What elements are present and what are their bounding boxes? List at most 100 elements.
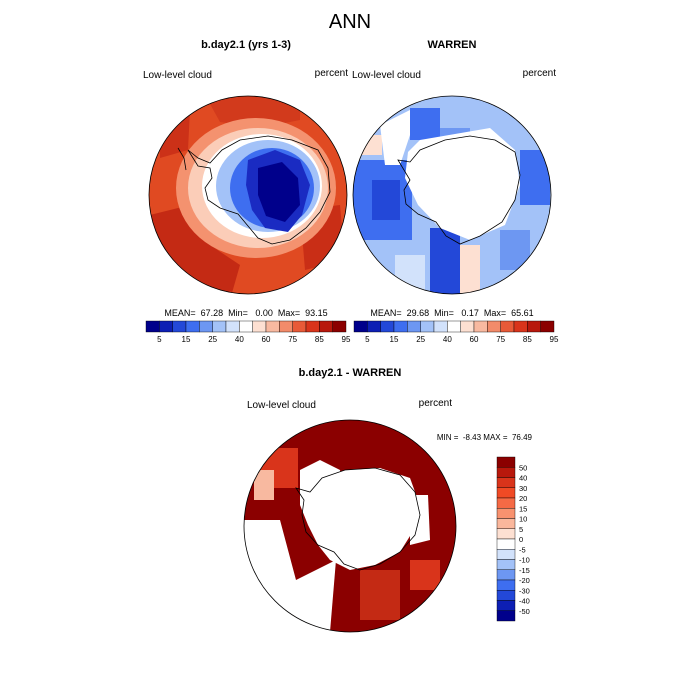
colorbar-tick-label: -10: [519, 556, 530, 565]
colorbar-swatch: [225, 320, 240, 333]
left-label: Low-level cloud: [143, 70, 212, 81]
colorbar-swatch: [172, 320, 187, 333]
panel-observations: WARREN Low-level cloud percent MEAN= 29.…: [352, 39, 559, 344]
colorbar-swatch: [265, 320, 280, 333]
colorbar-swatch: [496, 497, 516, 509]
min-max-label: MIN = -8.43 MAX = 76.49: [437, 433, 533, 442]
colorbar-swatch: [496, 559, 516, 570]
colorbar-swatch: [496, 579, 516, 591]
colorbar-tick-label: 75: [496, 335, 505, 344]
colorbar-tick-label: 10: [519, 515, 527, 524]
colorbar-swatch: [367, 320, 381, 333]
colorbar-tick-label: 95: [342, 335, 351, 344]
colorbar: 5 15 25 40 60 75 85 95: [353, 320, 559, 344]
colorbar-tick-label: 40: [235, 335, 244, 344]
coastline: [397, 135, 521, 245]
colorbar-swatch: [496, 487, 516, 499]
difference-patch: [360, 570, 400, 620]
map-boundary: [352, 95, 552, 295]
map-field: [353, 96, 551, 294]
colorbar-tick-label: 15: [390, 335, 399, 344]
ocean-patch: [410, 108, 440, 140]
left-label: Low-level cloud: [247, 400, 316, 411]
colorbar-swatch: [332, 320, 347, 333]
colorbar-tick-label: 40: [519, 474, 527, 483]
colorbar-swatch: [496, 518, 516, 529]
colorbar-swatch: [353, 320, 368, 333]
colorbar-swatch: [496, 549, 516, 560]
colorbar-swatch: [212, 320, 227, 333]
colorbar-tick-label: 25: [416, 335, 425, 344]
colorbar-swatch: [292, 320, 307, 333]
units-label: percent: [315, 68, 349, 79]
colorbar-tick-label: -30: [519, 586, 530, 595]
colorbar-swatch: [540, 320, 555, 333]
colorbar-swatch: [513, 320, 528, 333]
colorbar: 5 15 25 40 60 75 85 95: [145, 320, 351, 344]
units-label: percent: [419, 398, 453, 409]
colorbar-swatch: [496, 456, 516, 468]
stats-label: MEAN= 67.28 Min= 0.00 Max= 93.15: [164, 308, 327, 318]
colorbar-tick-label: 5: [157, 335, 162, 344]
colorbar-tick-label: -20: [519, 576, 530, 585]
missing-data: [380, 110, 410, 165]
colorbar-swatch: [447, 320, 461, 333]
colorbar-swatch: [407, 320, 421, 333]
colorbar-swatch: [496, 610, 516, 622]
colorbar-tick-label: -15: [519, 566, 530, 575]
colorbar-swatch: [527, 320, 541, 333]
patch-dark: [205, 96, 300, 128]
missing-data: [300, 468, 418, 570]
map-boundary: [148, 95, 348, 295]
panel-title: WARREN: [428, 39, 477, 51]
ocean-patch: [520, 150, 550, 205]
colorbar-swatch: [393, 320, 408, 333]
colorbar-swatch: [199, 320, 213, 333]
map-field: [244, 420, 456, 632]
colorbar-swatch: [496, 590, 516, 601]
colorbar-tick-label: 30: [519, 484, 527, 493]
colorbar-swatch: [496, 538, 516, 550]
colorbar-tick-label: -40: [519, 597, 530, 606]
colorbar-swatch: [319, 320, 333, 333]
colorbar-swatch: [487, 320, 501, 333]
panel-difference: b.day2.1 - WARREN Low-level cloud percen…: [243, 367, 533, 633]
colorbar-tick-label: 5: [365, 335, 370, 344]
ocean-patch: [500, 230, 530, 270]
colorbar-swatch: [279, 320, 293, 333]
colorbar-tick-label: 15: [519, 504, 527, 513]
colorbar-swatch: [496, 600, 516, 611]
colorbar-swatch: [496, 528, 516, 540]
colorbar-swatch: [496, 467, 516, 478]
colorbar-tick-label: 5: [519, 525, 523, 534]
colorbar-tick-label: 85: [315, 335, 324, 344]
panel-model: b.day2.1 (yrs 1-3) Low-level cloud perce…: [143, 39, 351, 344]
ocean-patch: [460, 245, 480, 294]
colorbar-tick-label: 15: [182, 335, 191, 344]
coastline: [295, 467, 421, 571]
colorbar-swatch: [496, 477, 516, 488]
colorbar-tick-label: 60: [470, 335, 479, 344]
colorbar-swatch: [473, 320, 488, 333]
panel-title: b.day2.1 (yrs 1-3): [201, 39, 291, 51]
coastline: [187, 135, 331, 245]
colorbar-tick-label: 95: [550, 335, 559, 344]
colorbar-swatch: [420, 320, 435, 333]
colorbar-tick-label: 20: [519, 494, 527, 503]
colorbar-swatch: [159, 320, 173, 333]
colorbar-tick-label: -5: [519, 545, 526, 554]
ocean-patch: [430, 228, 460, 294]
coastline: [177, 147, 187, 171]
units-label: percent: [523, 68, 557, 79]
colorbar-swatch: [500, 320, 515, 333]
colorbar-swatch: [496, 569, 516, 581]
colorbar-swatch: [496, 508, 516, 519]
colorbar-swatch: [145, 320, 160, 333]
panel-title: b.day2.1 - WARREN: [299, 367, 402, 379]
missing-data: [405, 128, 520, 240]
colorbar-swatch: [460, 320, 475, 333]
difference-patch: [254, 470, 274, 500]
colorbar-tick-label: 60: [262, 335, 271, 344]
